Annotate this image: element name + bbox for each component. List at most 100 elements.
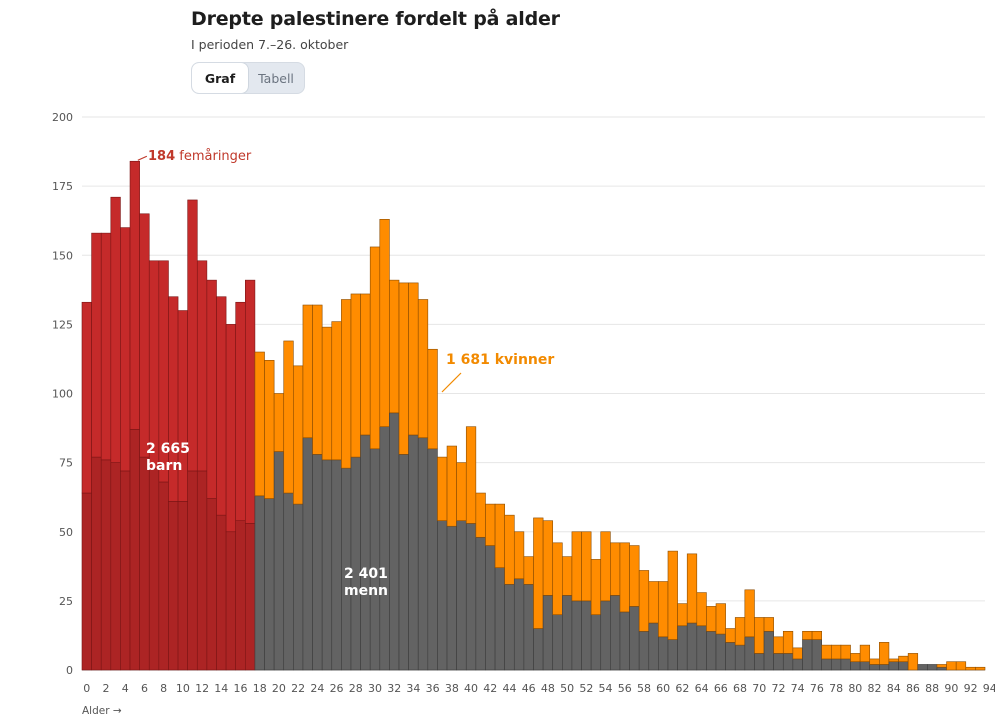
bar-female-age-83[interactable] bbox=[879, 642, 890, 665]
bar-female-age-73[interactable] bbox=[782, 630, 794, 654]
bar-male-age-61[interactable] bbox=[667, 639, 678, 671]
bar-male-age-28[interactable] bbox=[350, 456, 361, 671]
bar-female-age-63[interactable] bbox=[686, 553, 698, 624]
bar-female-age-67[interactable] bbox=[725, 628, 736, 643]
bar-male-age-81[interactable] bbox=[859, 661, 871, 671]
bar-male-age-23[interactable] bbox=[302, 437, 313, 671]
bar-male-age-39[interactable] bbox=[456, 520, 467, 671]
bar-female-age-7[interactable] bbox=[148, 260, 160, 469]
bar-female-age-69[interactable] bbox=[744, 589, 755, 638]
bar-female-age-36[interactable] bbox=[427, 348, 438, 450]
bar-female-age-30[interactable] bbox=[369, 246, 381, 450]
bar-male-age-54[interactable] bbox=[600, 600, 611, 671]
bar-male-age-32[interactable] bbox=[389, 412, 400, 671]
bar-male-age-74[interactable] bbox=[792, 658, 803, 671]
bar-female-age-59[interactable] bbox=[648, 581, 659, 624]
bar-male-age-29[interactable] bbox=[360, 434, 371, 671]
bar-male-age-5[interactable] bbox=[129, 429, 140, 671]
bar-female-age-75[interactable] bbox=[802, 630, 813, 640]
bar-female-age-64[interactable] bbox=[696, 592, 707, 627]
bar-female-age-78[interactable] bbox=[830, 644, 842, 660]
bar-male-age-42[interactable] bbox=[485, 545, 496, 671]
bar-male-age-76[interactable] bbox=[811, 639, 822, 671]
bar-male-age-6[interactable] bbox=[139, 456, 150, 671]
bar-male-age-58[interactable] bbox=[638, 630, 650, 671]
bar-female-age-43[interactable] bbox=[494, 503, 505, 568]
bar-female-age-33[interactable] bbox=[398, 282, 409, 455]
bar-female-age-50[interactable] bbox=[562, 556, 573, 596]
bar-male-age-2[interactable] bbox=[100, 459, 112, 671]
bar-female-age-38[interactable] bbox=[446, 445, 457, 527]
bar-male-age-12[interactable] bbox=[196, 470, 208, 671]
bar-female-age-3[interactable] bbox=[110, 196, 121, 463]
bar-female-age-51[interactable] bbox=[571, 531, 582, 602]
bar-female-age-48[interactable] bbox=[542, 520, 554, 596]
bar-female-age-19[interactable] bbox=[264, 360, 275, 499]
bar-female-age-81[interactable] bbox=[859, 644, 871, 663]
bar-male-age-25[interactable] bbox=[321, 459, 333, 671]
bar-female-age-35[interactable] bbox=[417, 299, 429, 439]
bar-female-age-17[interactable] bbox=[245, 279, 256, 524]
bar-female-age-25[interactable] bbox=[321, 326, 333, 461]
bar-male-age-8[interactable] bbox=[158, 481, 169, 671]
bar-female-age-82[interactable] bbox=[869, 658, 880, 665]
bar-male-age-89[interactable] bbox=[936, 666, 947, 671]
bar-male-age-9[interactable] bbox=[168, 501, 179, 671]
bar-female-age-11[interactable] bbox=[187, 199, 198, 472]
bar-male-age-67[interactable] bbox=[725, 642, 736, 671]
bar-female-age-58[interactable] bbox=[638, 570, 650, 632]
bar-female-age-26[interactable] bbox=[331, 321, 342, 461]
bar-female-age-41[interactable] bbox=[475, 492, 486, 538]
bar-male-age-71[interactable] bbox=[763, 630, 774, 671]
bar-male-age-84[interactable] bbox=[888, 661, 899, 671]
bar-male-age-85[interactable] bbox=[898, 661, 909, 671]
bar-male-age-59[interactable] bbox=[648, 622, 659, 671]
tab-graph[interactable]: Graf bbox=[192, 63, 248, 93]
bar-female-age-46[interactable] bbox=[523, 556, 534, 585]
bar-male-age-26[interactable] bbox=[331, 459, 342, 671]
bar-male-age-41[interactable] bbox=[475, 536, 486, 671]
bar-male-age-43[interactable] bbox=[494, 567, 505, 671]
bar-male-age-13[interactable] bbox=[206, 498, 217, 671]
bar-male-age-34[interactable] bbox=[408, 434, 419, 671]
bar-male-age-45[interactable] bbox=[513, 578, 525, 671]
bar-female-age-45[interactable] bbox=[513, 531, 525, 580]
bar-female-age-66[interactable] bbox=[715, 603, 726, 635]
bar-male-age-7[interactable] bbox=[148, 467, 160, 671]
bar-female-age-29[interactable] bbox=[360, 293, 371, 436]
bar-female-age-1[interactable] bbox=[91, 232, 102, 458]
bar-male-age-73[interactable] bbox=[782, 653, 794, 671]
bar-male-age-49[interactable] bbox=[552, 614, 563, 671]
bar-male-age-46[interactable] bbox=[523, 583, 534, 671]
bar-female-age-76[interactable] bbox=[811, 630, 822, 640]
bar-male-age-4[interactable] bbox=[120, 470, 131, 671]
bar-female-age-85[interactable] bbox=[898, 655, 909, 663]
bar-female-age-49[interactable] bbox=[552, 542, 563, 615]
bar-female-age-91[interactable] bbox=[955, 661, 967, 671]
bar-female-age-74[interactable] bbox=[792, 647, 803, 660]
bar-female-age-20[interactable] bbox=[273, 393, 285, 452]
bar-male-age-50[interactable] bbox=[562, 595, 573, 671]
bar-female-age-42[interactable] bbox=[485, 503, 496, 546]
bar-female-age-37[interactable] bbox=[437, 456, 448, 521]
bar-female-age-72[interactable] bbox=[773, 636, 784, 654]
bar-female-age-16[interactable] bbox=[235, 301, 246, 521]
bar-male-age-18[interactable] bbox=[254, 495, 265, 671]
bar-female-age-89[interactable] bbox=[936, 664, 947, 668]
bar-male-age-24[interactable] bbox=[312, 454, 323, 671]
bar-female-age-18[interactable] bbox=[254, 351, 265, 497]
bar-male-age-57[interactable] bbox=[629, 606, 640, 671]
bar-female-age-70[interactable] bbox=[754, 617, 765, 654]
bar-female-age-24[interactable] bbox=[312, 304, 323, 455]
bar-male-age-1[interactable] bbox=[91, 456, 102, 671]
bar-female-age-22[interactable] bbox=[293, 365, 304, 505]
bar-female-age-86[interactable] bbox=[907, 653, 919, 671]
bar-male-age-68[interactable] bbox=[734, 644, 746, 671]
bar-female-age-23[interactable] bbox=[302, 304, 313, 439]
bar-male-age-88[interactable] bbox=[927, 664, 938, 671]
bar-female-age-56[interactable] bbox=[619, 542, 630, 613]
bar-female-age-40[interactable] bbox=[465, 426, 477, 524]
bar-male-age-0[interactable] bbox=[81, 492, 92, 671]
bar-female-age-92[interactable] bbox=[965, 666, 976, 671]
bar-female-age-0[interactable] bbox=[81, 301, 92, 494]
